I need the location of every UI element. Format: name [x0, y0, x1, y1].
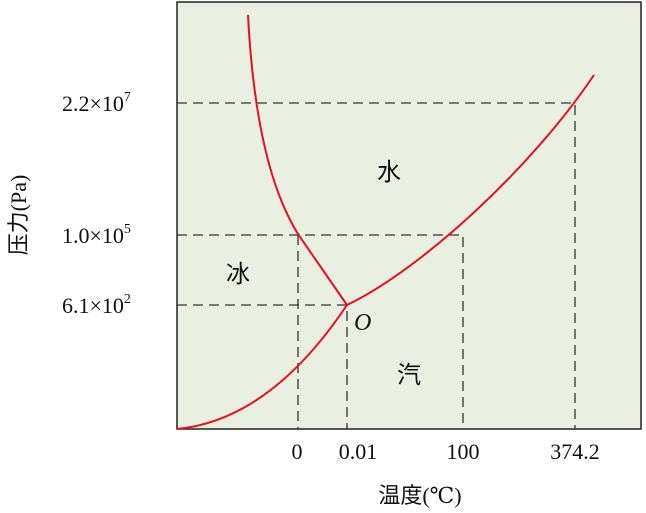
region-liquid-label: 水: [377, 159, 401, 186]
guide-critical: [177, 102, 576, 429]
y-axis-label: 压力(Pa): [6, 175, 31, 256]
plot-area: [176, 1, 642, 430]
x-tick-label: 374.2: [550, 439, 600, 464]
region-vapor-label: 汽: [397, 362, 421, 389]
y-tick-label: 2.2×107: [62, 90, 131, 116]
y-tick-label: 1.0×105: [62, 222, 131, 248]
sublimation-curve: [176, 304, 348, 430]
melting-curve: [247, 14, 348, 306]
y-tick-labels: 2.2×107 1.0×105 6.1×102: [62, 90, 131, 318]
x-tick-label: 0: [292, 439, 303, 464]
triple-point-label: O: [354, 310, 371, 336]
x-tick-labels: 0 0.01 100 374.2: [292, 439, 600, 464]
x-tick-label: 100: [447, 439, 480, 464]
y-tick-label: 6.1×102: [62, 292, 131, 318]
vaporization-curve: [346, 74, 595, 306]
x-axis-label: 温度(℃): [378, 483, 461, 508]
region-solid-label: 冰: [226, 261, 250, 288]
x-tick-label: 0.01: [339, 439, 378, 464]
